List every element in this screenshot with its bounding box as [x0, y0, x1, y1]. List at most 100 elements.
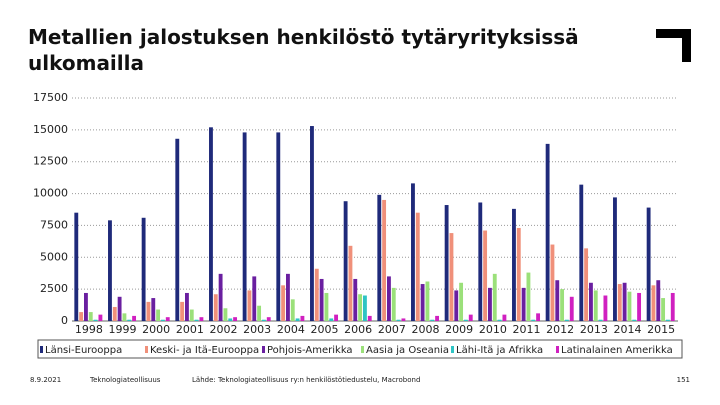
- bar: [449, 233, 454, 321]
- bar: [425, 281, 430, 321]
- bar: [310, 126, 314, 321]
- bar: [651, 285, 656, 321]
- bar: [223, 308, 228, 321]
- bar: [564, 319, 569, 321]
- legend-label: Aasia ja Oseania: [366, 345, 449, 356]
- bar: [362, 295, 367, 321]
- bar: [646, 207, 651, 321]
- y-tick-label: 12500: [33, 155, 68, 168]
- bar: [160, 319, 165, 321]
- bar: [579, 184, 584, 321]
- bar: [463, 319, 468, 321]
- bar: [512, 208, 516, 321]
- bar: [382, 199, 387, 321]
- bar: [295, 318, 300, 321]
- bar: [536, 313, 541, 321]
- legend-swatch: [145, 346, 148, 353]
- bar: [454, 290, 459, 321]
- legend-box: [37, 339, 683, 359]
- bar: [656, 280, 661, 321]
- bar: [300, 315, 305, 321]
- bar: [228, 318, 233, 321]
- x-tick-label: 2010: [479, 323, 507, 336]
- x-tick-label: 2006: [344, 323, 372, 336]
- logo: [656, 29, 691, 62]
- y-tick-label: 7500: [40, 218, 68, 231]
- bar: [112, 306, 117, 321]
- y-tick-label: 10000: [33, 187, 68, 200]
- bar: [415, 212, 420, 321]
- legend-label: Länsi-Eurooppa: [45, 345, 122, 356]
- bar: [286, 273, 290, 321]
- legend-label: Latinalainen Amerikka: [561, 345, 673, 356]
- bar: [213, 294, 218, 321]
- y-tick-label: 2500: [40, 282, 68, 295]
- bar: [492, 273, 497, 321]
- bar: [353, 278, 358, 321]
- bar: [670, 292, 675, 321]
- x-tick-label: 2003: [243, 323, 271, 336]
- bar: [589, 282, 593, 321]
- legend-swatch: [451, 346, 454, 353]
- bar: [108, 220, 112, 321]
- bar: [387, 276, 391, 321]
- bar: [478, 202, 483, 321]
- bar: [79, 312, 84, 321]
- bar: [117, 296, 122, 321]
- bar: [329, 318, 334, 321]
- bar: [435, 315, 440, 321]
- legend-swatch: [556, 346, 559, 353]
- bar: [391, 287, 396, 321]
- x-tick-label: 2012: [546, 323, 574, 336]
- bar: [146, 301, 151, 321]
- x-tick-label: 2000: [142, 323, 170, 336]
- legend-swatch: [361, 346, 364, 353]
- bar: [430, 319, 435, 321]
- bar: [233, 317, 238, 321]
- bar: [252, 276, 257, 321]
- x-tick-label: 2001: [176, 323, 204, 336]
- bar: [411, 183, 415, 321]
- bar: [468, 314, 473, 321]
- bar: [545, 143, 550, 321]
- bar: [367, 315, 372, 321]
- bar: [569, 296, 574, 321]
- bar: [665, 319, 670, 321]
- footer-org: Teknologiateollisuus: [89, 376, 161, 384]
- bar: [584, 248, 589, 321]
- bar: [526, 272, 531, 321]
- bar: [613, 197, 617, 321]
- y-tick-label: 17500: [33, 91, 68, 104]
- bar: [218, 273, 223, 321]
- bar: [175, 138, 180, 321]
- bar: [247, 290, 252, 321]
- y-tick-label: 5000: [40, 250, 68, 263]
- bar: [199, 317, 204, 321]
- title-box: Metallien jalostuksen henkilöstö tytäryr…: [28, 25, 579, 75]
- legend-swatch: [262, 346, 265, 353]
- bar: [516, 227, 521, 321]
- bar: [261, 319, 266, 321]
- bar: [88, 312, 93, 321]
- bar: [343, 201, 348, 321]
- x-tick-label: 2009: [445, 323, 473, 336]
- bar: [127, 319, 132, 321]
- bar: [401, 318, 406, 321]
- y-tick-label: 0: [61, 314, 68, 327]
- legend-label: Lähi-Itä ja Afrikka: [456, 345, 543, 356]
- bar: [459, 282, 464, 321]
- bar: [141, 217, 146, 321]
- bar: [132, 315, 137, 321]
- bar: [531, 319, 536, 321]
- bar: [257, 305, 262, 321]
- bar: [189, 309, 194, 321]
- bar: [209, 127, 213, 322]
- bar: [420, 284, 425, 321]
- x-tick-label: 1999: [109, 323, 137, 336]
- bar: [622, 282, 627, 321]
- x-tick-label: 2002: [210, 323, 238, 336]
- bar: [358, 294, 363, 321]
- x-tick-label: 1998: [75, 323, 103, 336]
- bar: [396, 319, 401, 321]
- legend-label: Pohjois-Amerikka: [267, 345, 353, 356]
